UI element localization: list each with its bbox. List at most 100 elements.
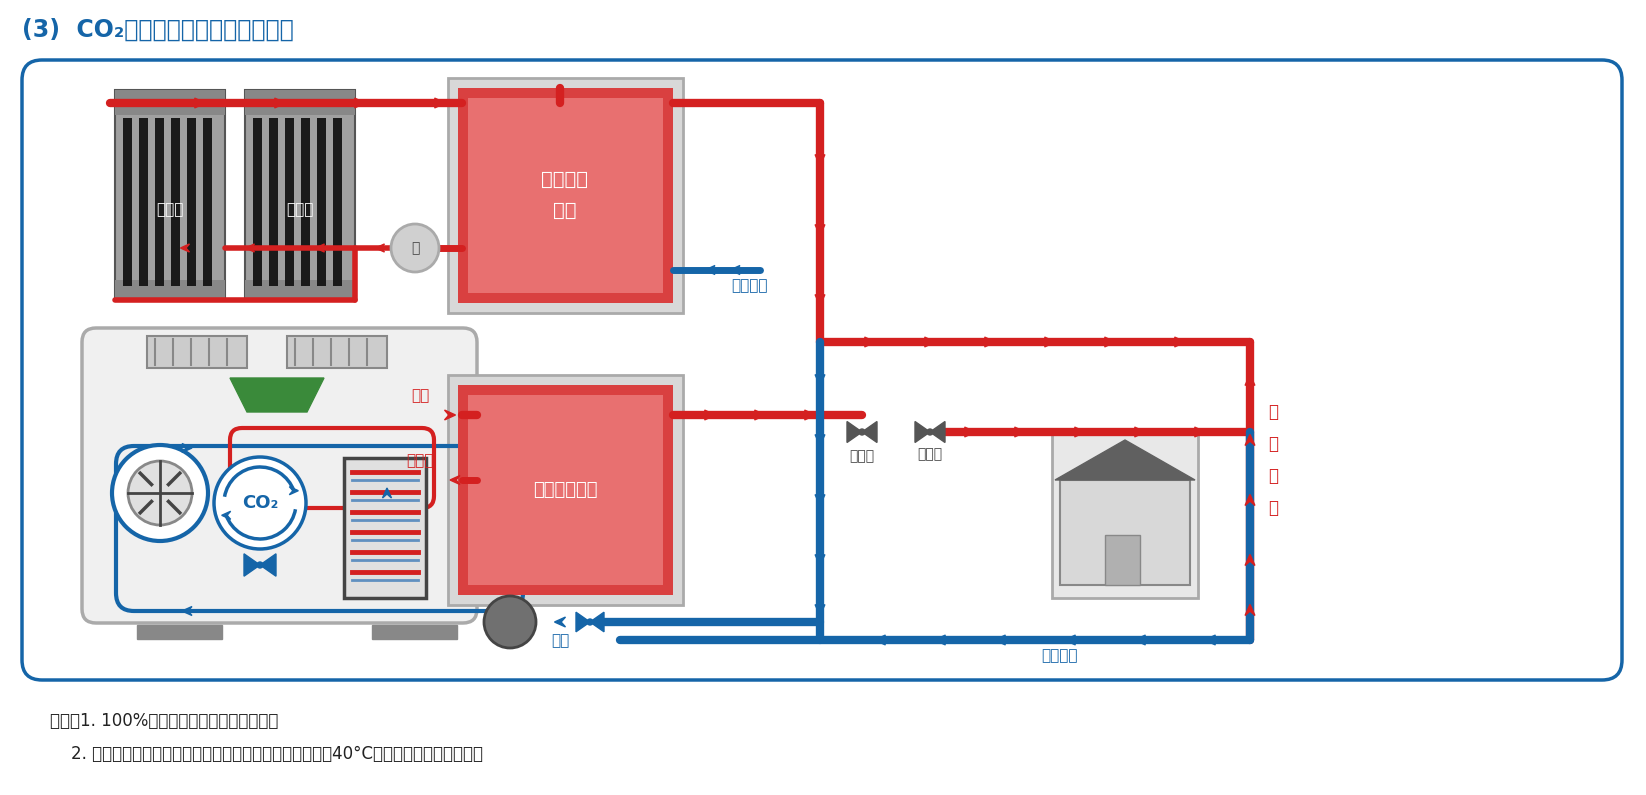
Text: 太阳能: 太阳能 [156,203,184,218]
Bar [171,118,179,286]
Bar [115,90,226,300]
Polygon shape [874,635,886,645]
Polygon shape [915,421,930,443]
Polygon shape [1104,337,1116,347]
Polygon shape [183,607,193,615]
Polygon shape [244,554,260,576]
Circle shape [257,562,263,568]
Polygon shape [1244,374,1254,386]
Polygon shape [375,244,385,252]
Bar [245,280,356,300]
Polygon shape [1065,635,1075,645]
Bar [123,118,132,286]
Bar [1052,432,1198,598]
Bar [285,118,295,286]
Polygon shape [815,494,825,506]
Text: 中温蓄热
水筱: 中温蓄热 水筱 [542,170,589,220]
Bar [372,625,458,639]
Polygon shape [183,444,193,452]
Polygon shape [754,410,765,420]
Polygon shape [444,410,456,420]
Text: 混水阀: 混水阀 [917,447,943,461]
Text: (3)  CO₂热泵与太阳能联合应用系统: (3) CO₂热泵与太阳能联合应用系统 [21,18,293,42]
FancyBboxPatch shape [21,60,1621,680]
Polygon shape [1244,435,1254,445]
Polygon shape [245,244,255,252]
Circle shape [214,457,306,549]
Text: 冷水: 冷水 [551,633,570,648]
Circle shape [112,445,207,541]
Polygon shape [815,374,825,386]
Polygon shape [1075,427,1085,437]
Text: 混水阀: 混水阀 [849,449,874,463]
Polygon shape [382,488,392,498]
Polygon shape [1195,427,1205,437]
Circle shape [392,224,439,272]
Bar [332,118,342,286]
Text: 热
水
供
应: 热 水 供 应 [1267,403,1277,517]
Bar [115,90,226,115]
Polygon shape [815,604,825,615]
Bar [245,90,356,115]
Text: 热水: 热水 [412,388,430,403]
Polygon shape [1014,427,1025,437]
Text: 市政供水: 市政供水 [1042,648,1078,663]
Circle shape [484,596,537,648]
Circle shape [588,619,593,625]
Polygon shape [805,410,815,420]
Bar [286,336,387,368]
Bar [146,336,247,368]
Bar [467,395,663,585]
Text: 市政供水: 市政供水 [732,278,769,293]
Bar [155,118,165,286]
Polygon shape [815,554,825,565]
Polygon shape [930,421,945,443]
Polygon shape [925,337,935,347]
Text: 泵: 泵 [412,241,420,255]
Polygon shape [815,294,825,305]
Text: 特点：1. 100%利用太阳能，充分利用能源；: 特点：1. 100%利用太阳能，充分利用能源； [49,712,278,730]
Circle shape [859,429,866,435]
Polygon shape [1175,337,1185,347]
Bar [344,458,426,598]
Text: 高温储热水筱: 高温储热水筱 [533,481,597,499]
Polygon shape [194,98,206,108]
Polygon shape [1134,427,1146,437]
Bar [467,98,663,293]
Text: 2. 高温蓄热水筱可以弥补在阴雨天时，太阳能蓄热水筱中40°C以下水不能利用的弊端。: 2. 高温蓄热水筱可以弥补在阴雨天时，太阳能蓄热水筱中40°C以下水不能利用的弊… [49,745,482,763]
Polygon shape [704,266,714,274]
Polygon shape [848,421,863,443]
Polygon shape [1244,604,1254,615]
Polygon shape [290,487,298,494]
FancyBboxPatch shape [82,328,477,623]
Circle shape [927,429,933,435]
Polygon shape [704,410,716,420]
Polygon shape [230,378,324,412]
Bar [115,280,226,300]
Polygon shape [984,337,996,347]
Polygon shape [815,435,825,445]
Bar [301,118,309,286]
Polygon shape [815,224,825,235]
Bar [1060,480,1190,585]
Bar [188,118,196,286]
Polygon shape [275,98,285,108]
Polygon shape [589,612,604,632]
Polygon shape [815,154,825,165]
Polygon shape [729,266,741,274]
Circle shape [128,461,193,525]
Polygon shape [965,427,976,437]
Polygon shape [1244,494,1254,506]
Polygon shape [863,421,877,443]
Polygon shape [1244,554,1254,565]
Polygon shape [994,635,1006,645]
Bar [137,625,222,639]
Polygon shape [864,337,876,347]
Polygon shape [354,98,365,108]
Bar [448,78,683,313]
Polygon shape [1045,337,1055,347]
Bar [202,118,212,286]
Polygon shape [222,511,230,519]
Polygon shape [576,612,589,632]
Bar [138,118,148,286]
